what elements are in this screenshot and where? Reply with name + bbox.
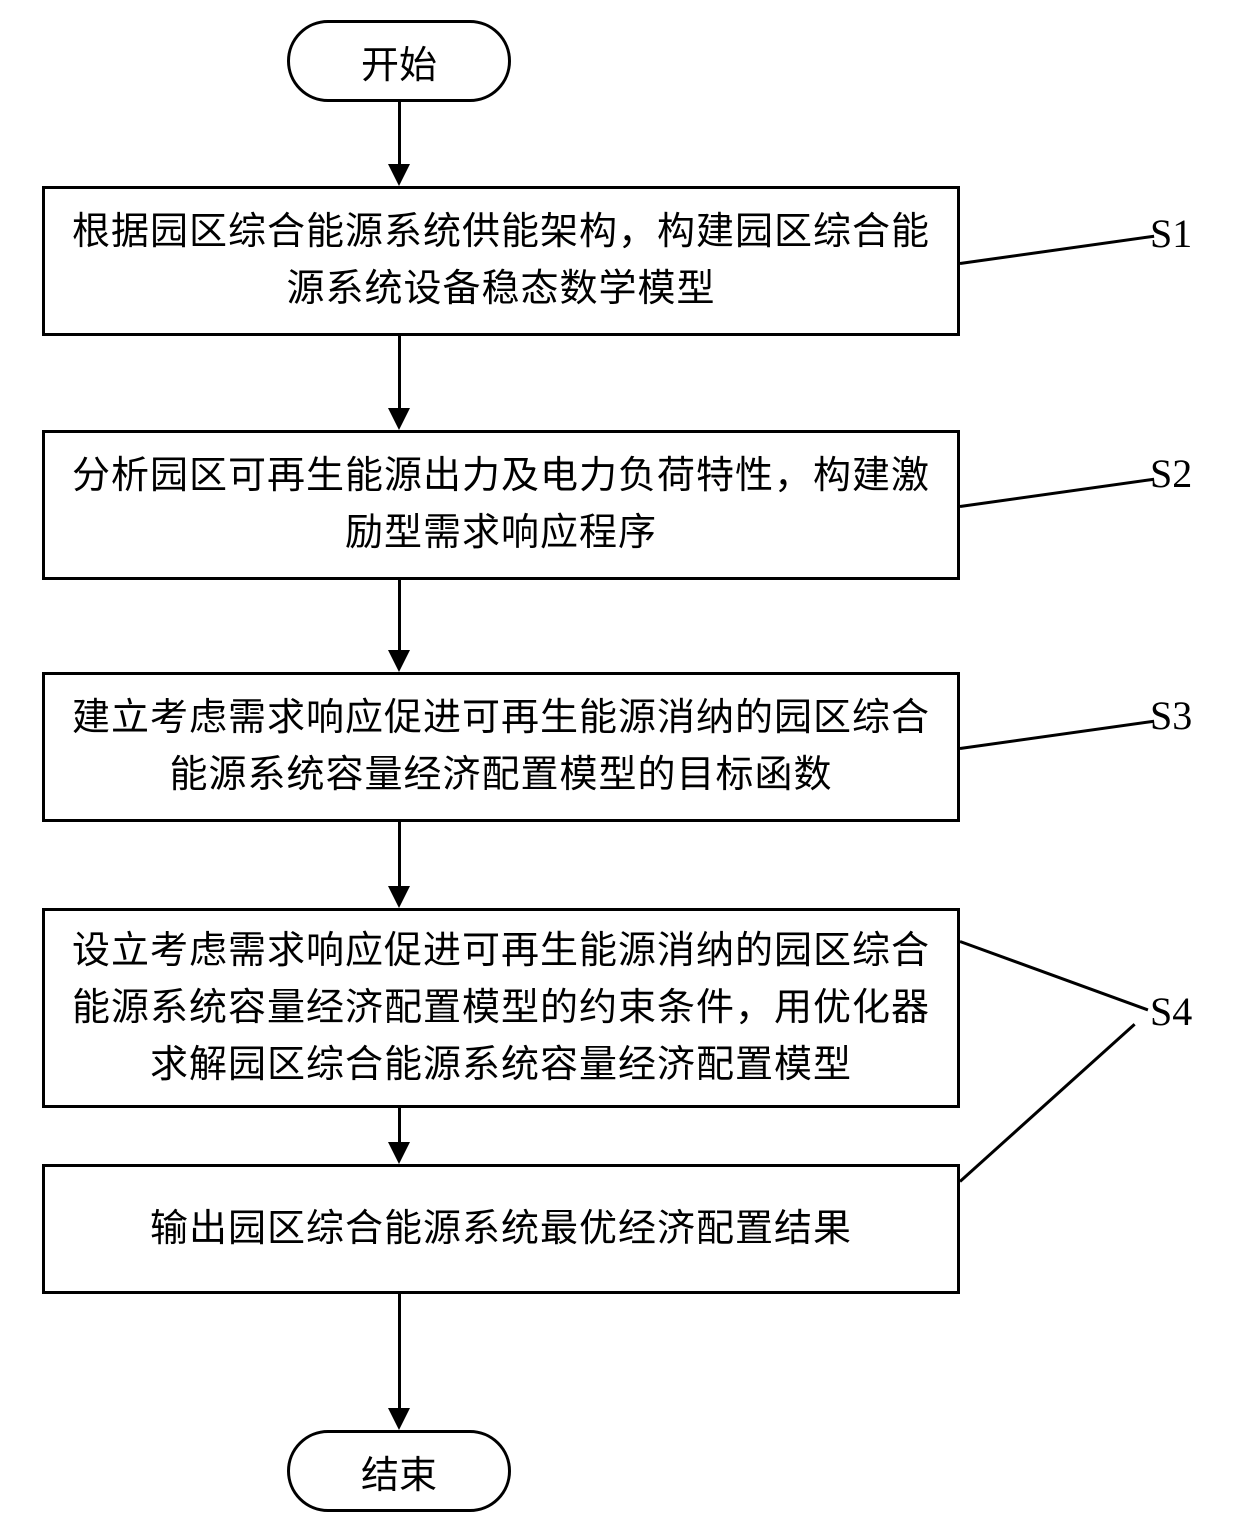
process-step-5: 输出园区综合能源系统最优经济配置结果 bbox=[42, 1164, 960, 1294]
step-label-s2-line bbox=[960, 478, 1155, 508]
arrow-5-line bbox=[398, 1108, 401, 1142]
process-step-5-text: 输出园区综合能源系统最优经济配置结果 bbox=[150, 1201, 852, 1258]
terminator-start: 开始 bbox=[287, 20, 511, 102]
step-label-s4: S4 bbox=[1150, 988, 1192, 1035]
step-label-s1-line bbox=[960, 235, 1155, 265]
arrow-3-head bbox=[388, 650, 410, 672]
step-label-s3-line bbox=[960, 720, 1155, 750]
process-step-4: 设立考虑需求响应促进可再生能源消纳的园区综合能源系统容量经济配置模型的约束条件，… bbox=[42, 908, 960, 1108]
step-label-s4-line-lower bbox=[959, 1023, 1136, 1182]
arrow-3-line bbox=[398, 580, 401, 650]
arrow-5-head bbox=[388, 1142, 410, 1164]
process-step-3-text: 建立考虑需求响应促进可再生能源消纳的园区综合能源系统容量经济配置模型的目标函数 bbox=[72, 690, 930, 804]
process-step-2: 分析园区可再生能源出力及电力负荷特性，构建激励型需求响应程序 bbox=[42, 430, 960, 580]
step-label-s1: S1 bbox=[1150, 210, 1192, 257]
arrow-4-line bbox=[398, 822, 401, 886]
process-step-1: 根据园区综合能源系统供能架构，构建园区综合能源系统设备稳态数学模型 bbox=[42, 186, 960, 336]
step-label-s4-line-upper bbox=[959, 940, 1148, 1011]
arrow-2-head bbox=[388, 408, 410, 430]
terminator-end: 结束 bbox=[287, 1430, 511, 1512]
terminator-start-text: 开始 bbox=[361, 34, 437, 89]
arrow-4-head bbox=[388, 886, 410, 908]
arrow-6-head bbox=[388, 1408, 410, 1430]
process-step-2-text: 分析园区可再生能源出力及电力负荷特性，构建激励型需求响应程序 bbox=[72, 448, 930, 562]
process-step-3: 建立考虑需求响应促进可再生能源消纳的园区综合能源系统容量经济配置模型的目标函数 bbox=[42, 672, 960, 822]
flowchart-canvas: 开始 根据园区综合能源系统供能架构，构建园区综合能源系统设备稳态数学模型 分析园… bbox=[0, 0, 1240, 1531]
process-step-4-text: 设立考虑需求响应促进可再生能源消纳的园区综合能源系统容量经济配置模型的约束条件，… bbox=[72, 923, 930, 1094]
step-label-s2: S2 bbox=[1150, 450, 1192, 497]
arrow-1-line bbox=[398, 102, 401, 164]
process-step-1-text: 根据园区综合能源系统供能架构，构建园区综合能源系统设备稳态数学模型 bbox=[72, 204, 930, 318]
terminator-end-text: 结束 bbox=[361, 1444, 437, 1499]
arrow-2-line bbox=[398, 336, 401, 408]
arrow-6-line bbox=[398, 1294, 401, 1408]
arrow-1-head bbox=[388, 164, 410, 186]
step-label-s3: S3 bbox=[1150, 692, 1192, 739]
